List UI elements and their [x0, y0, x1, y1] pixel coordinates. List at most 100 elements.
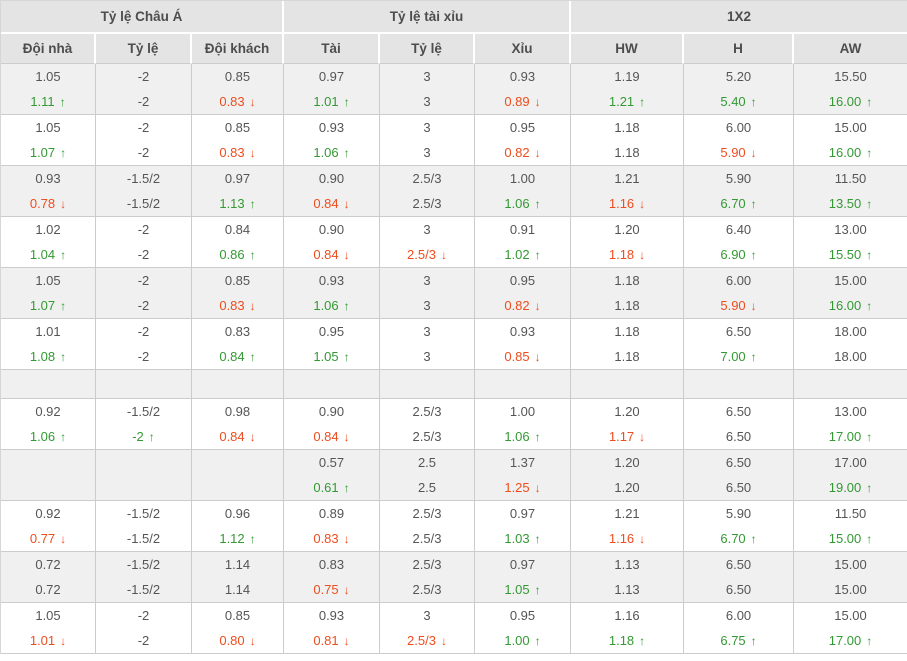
opening-odds-value: 0.97	[224, 171, 251, 186]
odds-cell-draw: 6.50 7.00 ↑	[684, 319, 795, 370]
live-odds-value: 3	[423, 145, 431, 160]
arrow-down-icon: ↓	[750, 145, 757, 160]
opening-odds-value: 0.97	[509, 557, 536, 572]
opening-odds-value: 0.90	[318, 222, 345, 237]
opening-odds-value: 0.95	[318, 324, 345, 339]
opening-odds-value: -2	[137, 222, 150, 237]
odds-cell-handicap: -1.5/2 -1.5/2	[96, 166, 192, 217]
live-odds-value: 1.05	[313, 349, 339, 364]
live-odds-value: 0.83	[219, 298, 245, 313]
odds-cell-home-win	[571, 370, 685, 399]
odds-cell-draw: 5.20 5.40 ↑	[684, 64, 795, 115]
live-odds-value: 16.00	[828, 298, 862, 313]
live-odds-value: 6.90	[720, 247, 746, 262]
odds-cell-home-odds: 0.92 0.77 ↓	[1, 501, 96, 552]
opening-odds-value: 3	[423, 608, 431, 623]
arrow-down-icon: ↓	[249, 298, 256, 313]
live-odds-value: 1.16	[608, 531, 635, 546]
live-odds-value: 1.02	[504, 247, 530, 262]
opening-odds-value: 1.00	[509, 404, 536, 419]
arrow-up-icon: ↑	[750, 633, 757, 648]
live-odds-value: 1.18	[614, 349, 640, 364]
opening-odds-value: 15.00	[834, 273, 867, 288]
live-odds-value: 2.5/3	[412, 429, 442, 444]
opening-odds-value: -2	[137, 273, 150, 288]
opening-odds-value: 6.00	[725, 608, 752, 623]
odds-cell-home-odds: 1.05 1.01 ↓	[1, 603, 96, 654]
arrow-up-icon: ↑	[534, 633, 541, 648]
live-odds-value: 1.01	[313, 94, 339, 109]
live-odds-value: 1.11	[30, 94, 55, 109]
live-odds-value: 0.82	[504, 298, 530, 313]
odds-cell-draw: 6.00 5.90 ↓	[684, 115, 795, 166]
odds-row: 1.05 1.07 ↑ -2 -2 0.85 0.83 ↓ 0.93 1.06 ↑ 3 3 0.95 0.8…	[1, 268, 907, 319]
odds-cell-draw	[684, 370, 795, 399]
live-odds-value: 1.25	[504, 480, 530, 495]
arrow-up-icon: ↑	[866, 196, 873, 211]
arrow-down-icon: ↓	[534, 298, 541, 313]
opening-odds-value: 0.96	[224, 506, 251, 521]
arrow-down-icon: ↓	[343, 582, 350, 597]
odds-cell-away-odds: 0.85 0.83 ↓	[192, 268, 284, 319]
live-odds-value: 18.00	[834, 349, 867, 364]
odds-row: 1.05 1.11 ↑ -2 -2 0.85 0.83 ↓ 0.97 1.01 ↑ 3 3 0.93 0.8…	[1, 64, 907, 115]
odds-cell-home-odds: 1.01 1.08 ↑	[1, 319, 96, 370]
live-odds-value: 7.00	[720, 349, 746, 364]
opening-odds-value: 0.95	[509, 120, 536, 135]
odds-cell-away-win: 15.50 16.00 ↑	[794, 64, 907, 115]
arrow-up-icon: ↑	[866, 480, 873, 495]
odds-cell-draw: 6.40 6.90 ↑	[684, 217, 795, 268]
odds-cell-handicap: -2 -2	[96, 319, 192, 370]
odds-cell-over-odds	[284, 370, 380, 399]
live-odds-value: 0.72	[35, 582, 61, 597]
opening-odds-value: 0.83	[318, 557, 345, 572]
column-header-draw: H	[684, 34, 795, 64]
odds-cell-over-odds: 0.95 1.05 ↑	[284, 319, 380, 370]
arrow-up-icon: ↑	[866, 531, 873, 546]
opening-odds-value: 15.50	[834, 69, 867, 84]
live-odds-value: -1.5/2	[126, 196, 161, 211]
live-odds-value: 1.12	[219, 531, 245, 546]
odds-cell-home-odds: 0.92 1.06 ↑	[1, 399, 96, 450]
odds-row: 0.92 1.06 ↑ -1.5/2 -2 ↑ 0.98 0.84 ↓ 0.90 0.84 ↓ 2.5/…	[1, 399, 907, 450]
live-odds-value: 6.50	[725, 480, 752, 495]
arrow-up-icon: ↑	[249, 349, 256, 364]
arrow-up-icon: ↑	[866, 633, 873, 648]
live-odds-value: 1.20	[614, 480, 640, 495]
arrow-down-icon: ↓	[343, 196, 350, 211]
live-odds-value: -2	[137, 298, 150, 313]
live-odds-value: 1.04	[29, 247, 56, 262]
live-odds-value: 6.75	[720, 633, 746, 648]
odds-cell-over-odds: 0.57 0.61 ↑	[284, 450, 380, 501]
column-header-under-odds: Xỉu	[475, 34, 572, 64]
live-odds-value: 0.83	[219, 145, 245, 160]
live-odds-value: 0.86	[219, 247, 245, 262]
opening-odds-value: 11.50	[834, 171, 867, 186]
live-odds-value: 2.5/3	[407, 247, 436, 262]
odds-cell-away-odds	[192, 370, 284, 399]
live-odds-value: -2	[137, 633, 150, 648]
odds-cell-handicap	[96, 370, 192, 399]
opening-odds-value: 1.20	[614, 404, 640, 419]
live-odds-value: 15.00	[834, 582, 867, 597]
arrow-up-icon: ↑	[534, 196, 541, 211]
live-odds-value: 1.06	[504, 196, 530, 211]
column-header-over-odds: Tài	[284, 34, 380, 64]
opening-odds-value: 6.50	[725, 404, 752, 419]
opening-odds-value: 1.05	[35, 608, 61, 623]
opening-odds-value: 0.95	[509, 608, 536, 623]
opening-odds-value: 0.85	[224, 608, 251, 623]
live-odds-value: 0.75	[313, 582, 339, 597]
opening-odds-value: 0.57	[318, 455, 345, 470]
arrow-up-icon: ↑	[148, 429, 155, 444]
live-odds-value: 1.06	[29, 429, 56, 444]
arrow-down-icon: ↓	[343, 429, 350, 444]
live-odds-value: 0.77	[29, 531, 56, 546]
odds-cell-ou-line: 3 2.5/3 ↓	[380, 217, 475, 268]
live-odds-value: 1.18	[608, 247, 635, 262]
live-odds-value: 0.84	[219, 349, 245, 364]
live-odds-value: 2.5/3	[412, 196, 442, 211]
odds-cell-over-odds: 0.90 0.84 ↓	[284, 399, 380, 450]
live-odds-value: 1.16	[608, 196, 635, 211]
